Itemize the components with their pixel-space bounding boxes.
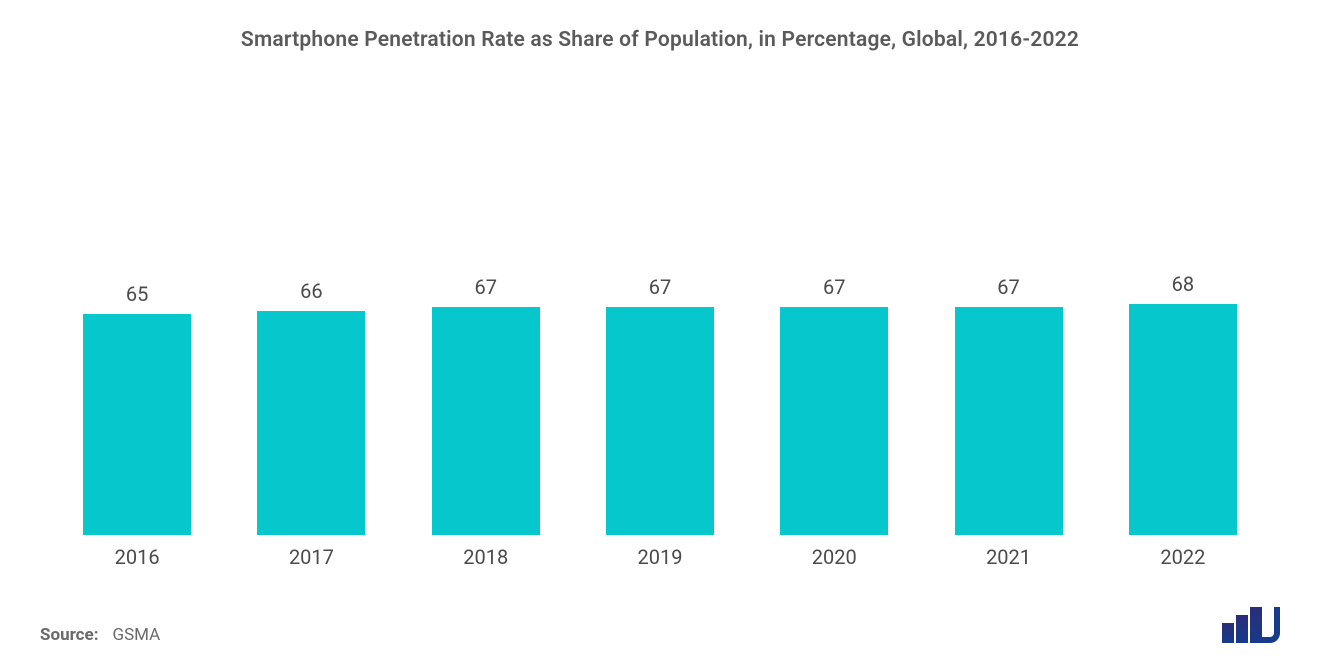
bar-column: 68 — [1096, 112, 1270, 535]
bar-value-label: 67 — [474, 275, 496, 299]
bar-column: 67 — [399, 112, 573, 535]
bar-value-label: 67 — [997, 275, 1019, 299]
source-value: GSMA — [112, 625, 160, 645]
x-axis-tick: 2019 — [573, 545, 747, 569]
x-axis-tick: 2022 — [1096, 545, 1270, 569]
plot-area: 65 66 67 67 67 67 68 — [40, 52, 1280, 535]
bar — [780, 307, 888, 535]
brand-logo-icon — [1222, 607, 1280, 645]
bar-value-label: 67 — [649, 275, 671, 299]
chart-footer: Source: GSMA — [40, 569, 1280, 645]
bar-column: 65 — [50, 112, 224, 535]
x-axis: 2016201720182019202020212022 — [40, 535, 1280, 569]
bar-column: 67 — [747, 112, 921, 535]
x-axis-tick: 2017 — [224, 545, 398, 569]
bar — [606, 307, 714, 535]
bar — [83, 314, 191, 535]
x-axis-tick: 2018 — [399, 545, 573, 569]
bar — [432, 307, 540, 535]
x-axis-tick: 2020 — [747, 545, 921, 569]
x-axis-tick: 2016 — [50, 545, 224, 569]
bar-value-label: 67 — [823, 275, 845, 299]
bar-value-label: 65 — [126, 282, 148, 306]
chart-title: Smartphone Penetration Rate as Share of … — [40, 28, 1280, 52]
bar-column: 66 — [224, 112, 398, 535]
source-label: Source: — [40, 625, 98, 645]
bar — [257, 311, 365, 535]
x-axis-tick: 2021 — [921, 545, 1095, 569]
bar-column: 67 — [921, 112, 1095, 535]
bar — [955, 307, 1063, 535]
bar — [1129, 304, 1237, 535]
bar-value-label: 68 — [1172, 272, 1194, 296]
bar-column: 67 — [573, 112, 747, 535]
source-attribution: Source: GSMA — [40, 625, 160, 645]
bar-value-label: 66 — [300, 279, 322, 303]
chart-container: Smartphone Penetration Rate as Share of … — [0, 0, 1320, 665]
